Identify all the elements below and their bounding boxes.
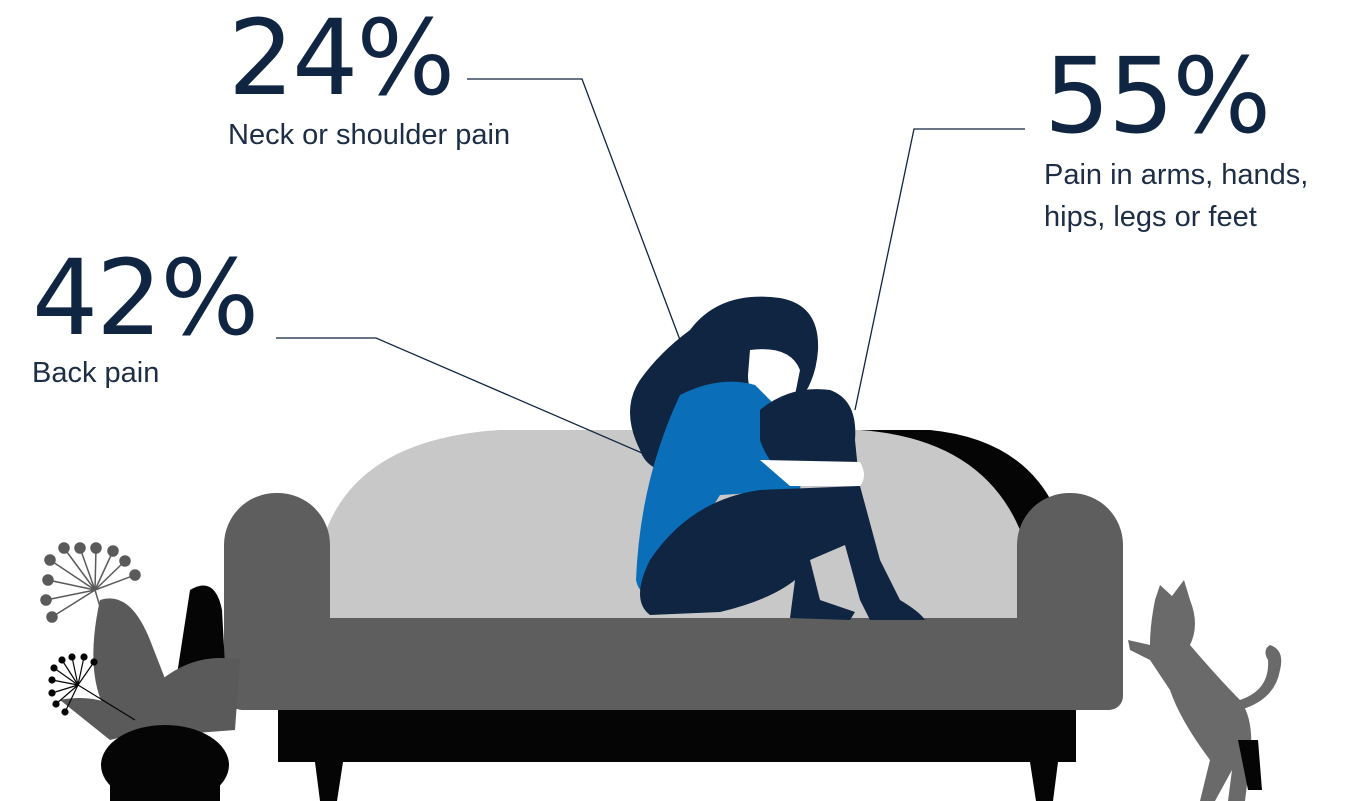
- stat-limbs-percent: 55%: [1044, 35, 1271, 157]
- potted-plant-icon: [40, 542, 240, 801]
- sofa-arm-right: [1017, 493, 1123, 703]
- sofa-arm-left: [224, 493, 330, 703]
- stat-neck-label: Neck or shoulder pain: [228, 119, 511, 151]
- stat-limbs-label-line2: hips, legs or feet: [1044, 201, 1257, 234]
- stat-neck-shoulder: 24% Neck or shoulder pain: [228, 6, 510, 156]
- sofa-seat: [228, 618, 1123, 710]
- leader-line-neck: [467, 78, 687, 357]
- stat-neck-percent: 24%: [228, 0, 455, 119]
- sofa-leg-right: [1030, 762, 1058, 801]
- stat-limbs-label-line1: Pain in arms, hands,: [1044, 159, 1309, 191]
- leader-line-limbs: [854, 128, 1025, 411]
- person-hugging-knees-icon: [630, 296, 925, 620]
- sofa-leg-left: [315, 762, 343, 801]
- leader-line-back: [276, 337, 643, 454]
- cat-icon: [1128, 580, 1282, 801]
- sofa-base: [278, 700, 1076, 762]
- stat-back: 42% Back pain: [32, 237, 259, 394]
- stat-limbs: 55% Pain in arms, hands, hips, legs or f…: [1044, 44, 1308, 238]
- stat-back-label: Back pain: [32, 357, 160, 389]
- stat-back-percent: 42%: [32, 237, 259, 359]
